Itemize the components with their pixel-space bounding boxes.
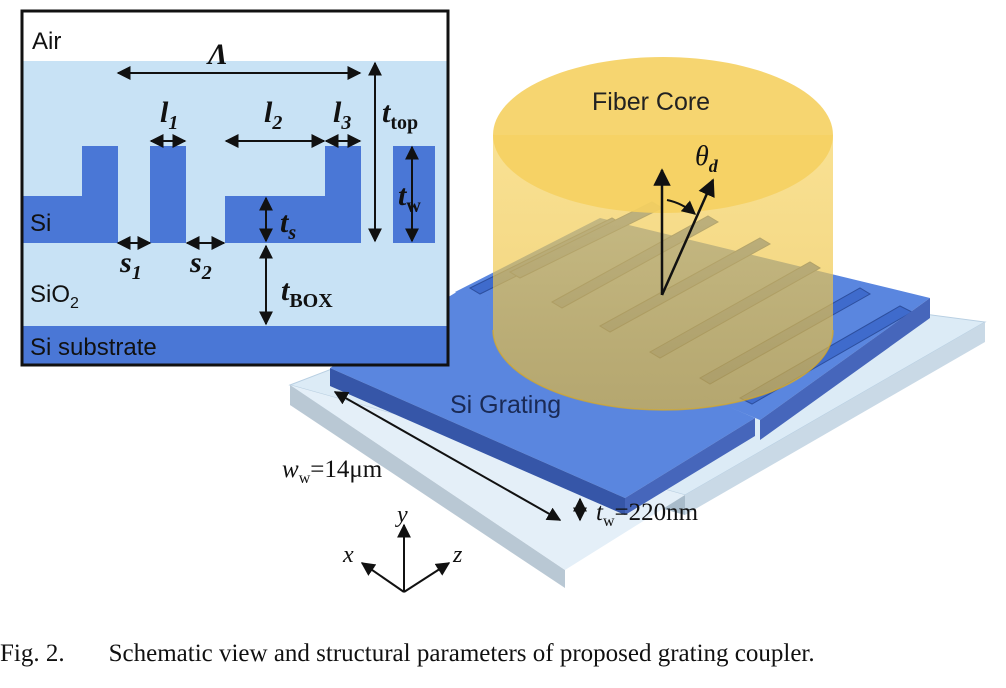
cross-section-inset: Air Si SiO2 Si substrate Λ l1 l2 l3 ttop… (20, 9, 450, 367)
fiber-core-label: Fiber Core (592, 88, 710, 116)
incidence-arrow (660, 178, 715, 296)
l1-label: l1 (160, 96, 178, 134)
l2-label: l2 (264, 96, 282, 134)
inset-dimension-arrows (116, 61, 419, 326)
inset-sio2-label: SiO2 (30, 281, 79, 312)
inset-si-label: Si (30, 210, 51, 237)
si-grating-label: Si Grating (450, 391, 561, 419)
caption-number: Fig. 2. (0, 640, 65, 667)
inset-frame (20, 9, 450, 367)
inset-si-profile (22, 146, 435, 243)
waveguide-thickness-label: tw=220nm (596, 499, 699, 530)
inset-air-label: Air (32, 28, 61, 55)
axis-y-label: y (395, 502, 408, 528)
grating-side-edge (760, 298, 930, 440)
tw-label: tw (398, 179, 421, 217)
tbox-label: tBOX (281, 274, 333, 312)
s2-label: s2 (189, 246, 212, 284)
perspective-view: Fiber Core θd Si Grating ww=14μm tw=220n… (282, 57, 987, 593)
s1-label: s1 (119, 246, 142, 284)
width-arrow (333, 391, 562, 521)
substrate-side (685, 322, 985, 515)
ttop-label: ttop (382, 96, 418, 134)
coordinate-axes (360, 523, 451, 593)
angle-arc (666, 199, 697, 215)
axis-x-label: x (342, 542, 354, 568)
ts-label: ts (280, 206, 296, 244)
waveguide-width-label: ww=14μm (282, 456, 383, 487)
inset-substrate-label: Si substrate (30, 334, 157, 361)
inset-substrate (22, 326, 448, 365)
theta-label: θd (695, 141, 719, 176)
period-label: Λ (206, 38, 228, 71)
waveguide-side (625, 418, 755, 515)
figure-caption: Fig. 2. Schematic view and structural par… (0, 640, 1006, 680)
caption-text: Schematic view and structural parameters… (108, 640, 815, 667)
axis-z-label: z (452, 542, 463, 568)
l3-label: l3 (333, 96, 351, 134)
